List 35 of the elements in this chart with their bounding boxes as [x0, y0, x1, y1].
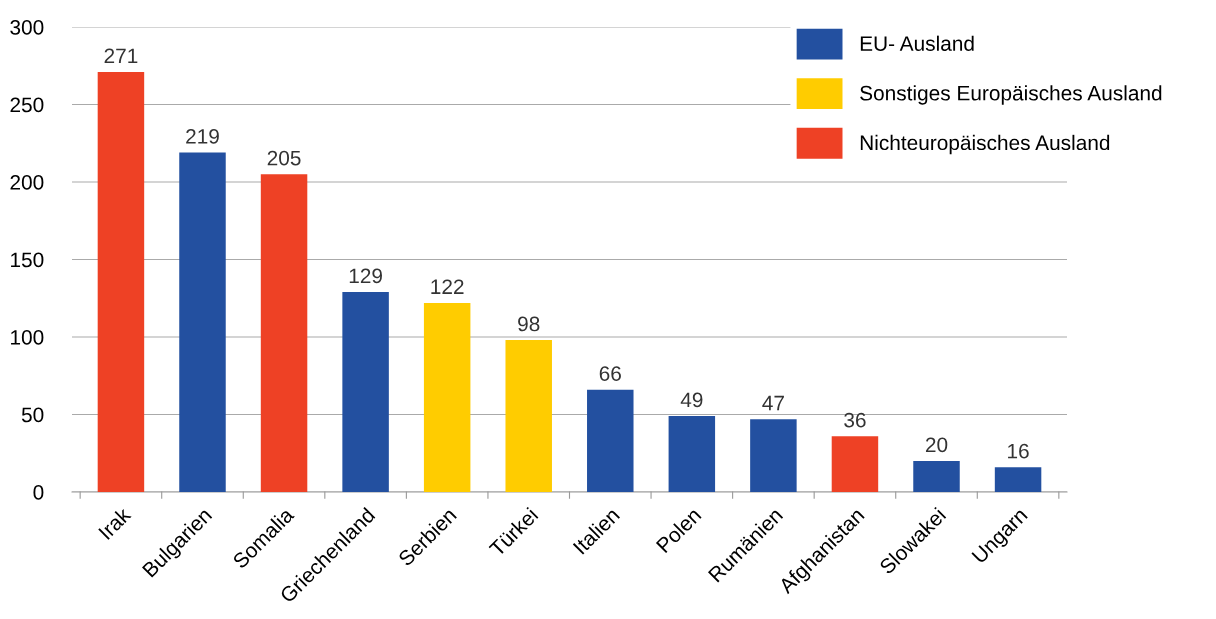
- data-label: 20: [925, 437, 948, 453]
- legend-label: EU- Ausland: [860, 35, 974, 51]
- y-tick-label: 100: [11, 330, 44, 345]
- data-label: 122: [431, 279, 464, 294]
- y-tick-label: 300: [10, 20, 44, 35]
- data-label: 36: [844, 412, 866, 428]
- bar: [994, 467, 1042, 492]
- bar: [97, 71, 145, 492]
- y-tick-label: 250: [10, 97, 44, 113]
- y-tick-label: 50: [21, 407, 44, 423]
- bar: [505, 340, 552, 492]
- legend-label: Nichteuropäisches Ausland: [860, 134, 1110, 155]
- data-label: 271: [104, 48, 138, 63]
- y-tick-label: 0: [33, 485, 44, 500]
- bar: [587, 389, 634, 492]
- bar: [750, 419, 797, 492]
- bar: [668, 416, 716, 492]
- y-tick-label: 200: [10, 175, 44, 190]
- bar: [913, 461, 960, 492]
- data-label: 205: [267, 150, 301, 166]
- data-label: 49: [680, 392, 703, 408]
- bar: [179, 152, 226, 492]
- data-label: 16: [1008, 443, 1029, 459]
- bar: [260, 174, 308, 492]
- legend-label: Sonstiges Europäisches Ausland: [860, 85, 1162, 105]
- bar: [423, 302, 471, 492]
- data-label: 129: [349, 268, 382, 284]
- x-tick-label: Irak: [97, 505, 132, 540]
- bar: [342, 292, 389, 492]
- data-label: 47: [762, 395, 784, 411]
- data-label: 219: [186, 129, 219, 144]
- y-tick-label: 150: [11, 252, 44, 268]
- bar: [831, 436, 879, 492]
- data-label: 66: [599, 366, 621, 381]
- data-label: 98: [518, 316, 540, 332]
